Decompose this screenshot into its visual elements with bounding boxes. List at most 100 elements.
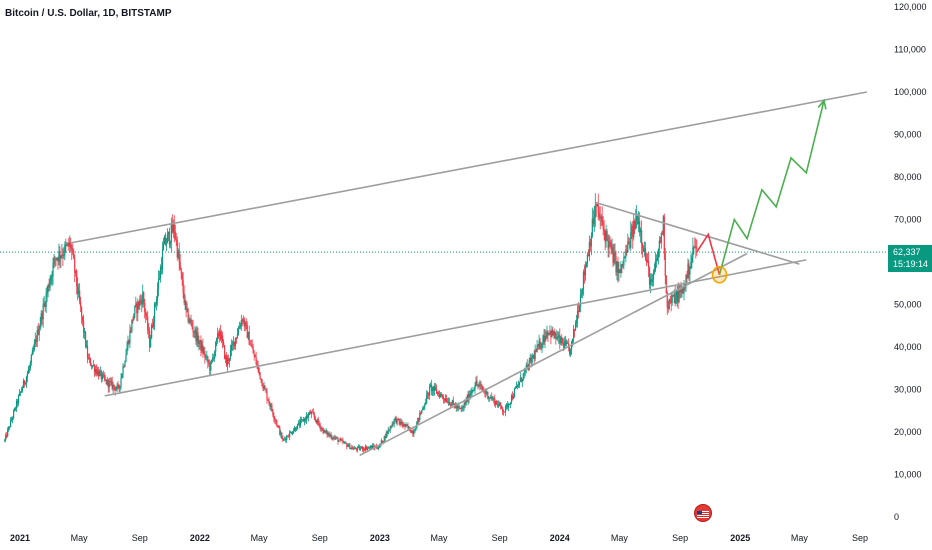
- candle-body: [272, 410, 274, 416]
- time-axis-tick-label: May: [251, 533, 269, 543]
- candle-body: [435, 389, 438, 394]
- candle-body: [626, 249, 628, 253]
- candle-body: [301, 419, 304, 421]
- candle-body: [619, 269, 621, 273]
- trendlines-layer[interactable]: [70, 91, 868, 457]
- candle-body: [433, 386, 436, 391]
- candle-body: [246, 325, 248, 339]
- projection-down-path[interactable]: [696, 232, 721, 276]
- candle-body: [574, 323, 577, 331]
- projection-arrowhead: [817, 98, 827, 110]
- candle-body: [291, 432, 293, 434]
- candle-body: [596, 204, 598, 206]
- candle-body: [679, 290, 681, 292]
- candle-body: [545, 336, 547, 338]
- candle-body: [353, 448, 355, 450]
- candle-body: [223, 345, 226, 359]
- candle-body: [249, 344, 251, 346]
- candle-body: [337, 438, 339, 442]
- candle-body: [282, 438, 284, 440]
- candle-body: [377, 447, 379, 449]
- candle-body: [560, 336, 562, 344]
- candle-body: [406, 424, 408, 426]
- candle-body: [134, 305, 136, 314]
- candle-body: [32, 349, 34, 352]
- candle-body: [104, 378, 106, 380]
- candle-body: [372, 445, 375, 448]
- candle-body: [250, 345, 252, 346]
- candle-body: [18, 392, 21, 396]
- candle-body: [178, 250, 180, 263]
- highlight-circle[interactable]: [711, 265, 728, 284]
- candle-body: [343, 442, 345, 444]
- candle-body: [638, 221, 640, 224]
- candle-body: [447, 401, 449, 403]
- projection-layer[interactable]: [696, 98, 827, 284]
- candle-body: [634, 221, 636, 230]
- candle-body: [348, 444, 350, 447]
- candle-body: [86, 345, 89, 359]
- candle-body: [289, 432, 291, 438]
- candle-body: [151, 325, 153, 339]
- candle-body: [182, 280, 184, 293]
- candle-body: [591, 218, 593, 236]
- candle-body: [506, 404, 509, 408]
- candle-body: [53, 257, 55, 264]
- candle-body: [16, 400, 19, 404]
- candle-body: [92, 365, 95, 367]
- trendline-upper-channel[interactable]: [70, 91, 868, 244]
- candle-body: [268, 400, 270, 404]
- candle-body: [218, 333, 220, 337]
- candle-body: [310, 411, 312, 415]
- candle-body: [344, 442, 346, 444]
- candle-body: [37, 330, 39, 335]
- candle-body: [419, 413, 421, 420]
- trendline-triangle-top[interactable]: [595, 201, 800, 265]
- projection-up-path[interactable]: [718, 100, 825, 276]
- candle-body: [323, 430, 325, 434]
- candle-body: [539, 341, 541, 349]
- candle-body: [41, 313, 43, 320]
- candle-body: [355, 447, 357, 449]
- price-axis-tick-label: 90,000: [894, 130, 922, 140]
- candle-body: [356, 448, 358, 450]
- candle-body: [683, 283, 685, 294]
- candle-body: [276, 421, 278, 426]
- candle-body: [89, 358, 92, 366]
- candle-body: [501, 405, 503, 409]
- trendline-lower-channel[interactable]: [104, 259, 807, 397]
- candle-body: [57, 257, 59, 262]
- candle-body: [428, 392, 430, 396]
- candle-body: [256, 364, 258, 366]
- candle-body: [692, 247, 694, 257]
- candle-body: [308, 412, 310, 415]
- candle-body: [332, 438, 334, 439]
- candle-body: [386, 432, 388, 434]
- candle-body: [525, 364, 527, 369]
- candle-body: [424, 404, 426, 408]
- candle-body: [475, 380, 477, 387]
- candle-body: [579, 294, 582, 307]
- candle-body: [181, 272, 183, 281]
- candle-body: [98, 371, 100, 377]
- candle-body: [144, 302, 146, 312]
- candle-body: [153, 303, 156, 323]
- candle-body: [383, 436, 385, 442]
- us-flag-icon[interactable]: [694, 504, 712, 522]
- candle-body: [550, 330, 552, 338]
- candle-body: [198, 342, 200, 344]
- time-axis[interactable]: 2021 May Sep 2022 May Sep 2023 May Sep 2024 May Sep…: [10, 533, 868, 543]
- candle-body: [12, 417, 14, 420]
- trendline-rising-support[interactable]: [359, 252, 748, 457]
- candle-body: [157, 279, 160, 290]
- candle-body: [194, 329, 196, 334]
- candle-body: [156, 289, 159, 300]
- candle-body: [115, 388, 117, 391]
- candle-body: [370, 446, 373, 449]
- candle-body: [161, 250, 164, 270]
- candle-body: [388, 429, 390, 431]
- candle-body: [319, 425, 321, 429]
- candle-body: [101, 374, 103, 379]
- candle-body: [420, 413, 422, 414]
